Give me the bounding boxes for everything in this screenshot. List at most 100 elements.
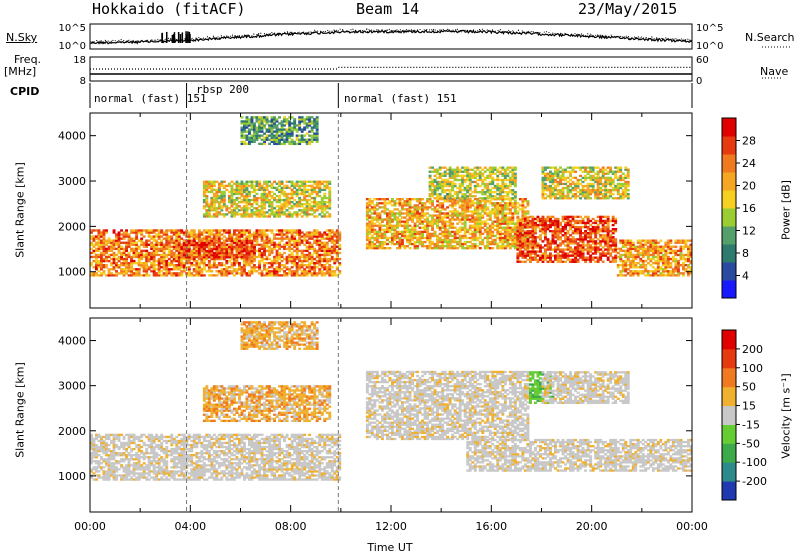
power-cell	[112, 231, 116, 234]
power-cell	[516, 256, 520, 259]
power-cell	[120, 251, 124, 255]
power-cell	[596, 260, 600, 263]
power-cell	[559, 223, 563, 227]
power-cell	[393, 208, 397, 211]
power-cell	[413, 216, 417, 219]
power-cell	[406, 240, 409, 244]
power-cell	[290, 138, 294, 141]
power-cell	[478, 222, 482, 225]
power-cell	[245, 138, 249, 141]
power-cell	[122, 253, 126, 257]
power-cell	[586, 219, 590, 223]
power-cell	[152, 249, 156, 253]
power-cell	[265, 188, 269, 192]
power-cell	[295, 249, 299, 253]
power-cell	[248, 270, 251, 273]
power-cell	[531, 240, 535, 243]
power-cell	[145, 262, 149, 265]
power-cell	[370, 234, 374, 238]
power-cell	[521, 232, 525, 236]
power-cell	[157, 231, 161, 234]
power-cell	[546, 215, 550, 219]
power-cell	[233, 245, 236, 249]
power-cell	[451, 216, 455, 219]
power-cell	[295, 182, 299, 185]
power-cell	[110, 274, 114, 277]
power-cell	[187, 231, 191, 234]
power-cell	[258, 180, 262, 183]
power-cell	[273, 207, 277, 210]
power-cell	[421, 214, 425, 217]
power-cell	[243, 186, 246, 190]
power-cell	[202, 180, 206, 183]
power-cell	[303, 211, 307, 214]
power-cell	[318, 231, 322, 234]
power-cell	[534, 228, 537, 231]
power-cell	[323, 257, 327, 261]
power-cell	[544, 221, 547, 225]
power-cell	[473, 216, 477, 219]
power-cell	[481, 180, 485, 184]
power-cell	[518, 248, 522, 251]
power-cell	[508, 176, 512, 180]
power-cell	[421, 210, 425, 213]
power-cell	[105, 274, 108, 277]
power-cell	[107, 239, 111, 242]
power-cell	[423, 212, 427, 215]
power-cell	[461, 182, 465, 186]
power-cell	[273, 257, 277, 261]
power-cell	[554, 232, 557, 235]
power-cell	[513, 224, 517, 227]
power-cell	[260, 130, 264, 133]
power-cell	[491, 240, 495, 244]
power-cell	[255, 213, 259, 216]
power-cell	[263, 124, 267, 127]
power-cell	[569, 254, 573, 257]
power-cell	[248, 190, 251, 194]
power-cell	[243, 215, 246, 218]
power-cell	[511, 197, 515, 200]
power-cell	[534, 230, 537, 233]
power-cell	[398, 232, 402, 236]
power-cell	[463, 206, 467, 209]
power-cell	[285, 201, 289, 204]
power-cell	[233, 213, 236, 216]
power-cell	[436, 240, 440, 244]
power-cell	[160, 270, 164, 273]
power-cell	[315, 130, 319, 133]
power-cell	[559, 258, 563, 261]
power-cell	[523, 200, 527, 203]
power-cell	[529, 225, 532, 229]
power-cell	[481, 208, 485, 211]
power-cell	[298, 138, 302, 141]
power-cell	[370, 202, 374, 205]
power-cell	[308, 245, 312, 248]
power-cell	[466, 216, 470, 219]
power-cell	[406, 210, 409, 213]
power-cell	[370, 220, 374, 223]
power-cell	[195, 272, 199, 275]
power-cell	[496, 174, 500, 178]
power-cell	[368, 240, 372, 244]
power-cell	[546, 254, 550, 257]
power-cell	[436, 238, 440, 242]
power-cell	[293, 255, 297, 259]
power-cell	[418, 226, 422, 229]
power-cell	[403, 220, 407, 223]
power-cell	[288, 241, 292, 244]
power-cell	[323, 274, 327, 277]
power-cell	[503, 236, 507, 240]
power-cell	[436, 170, 440, 173]
power-cell	[290, 116, 294, 119]
power-cell	[313, 266, 317, 269]
power-cell	[205, 198, 209, 202]
power-cell	[451, 176, 455, 180]
power-cell	[551, 260, 555, 263]
power-cell	[177, 239, 181, 243]
power-cell	[290, 182, 294, 185]
power-cell	[190, 229, 194, 232]
power-cell	[446, 193, 450, 196]
power-cell	[140, 253, 144, 257]
power-cell	[318, 270, 322, 273]
power-cell	[150, 245, 154, 248]
